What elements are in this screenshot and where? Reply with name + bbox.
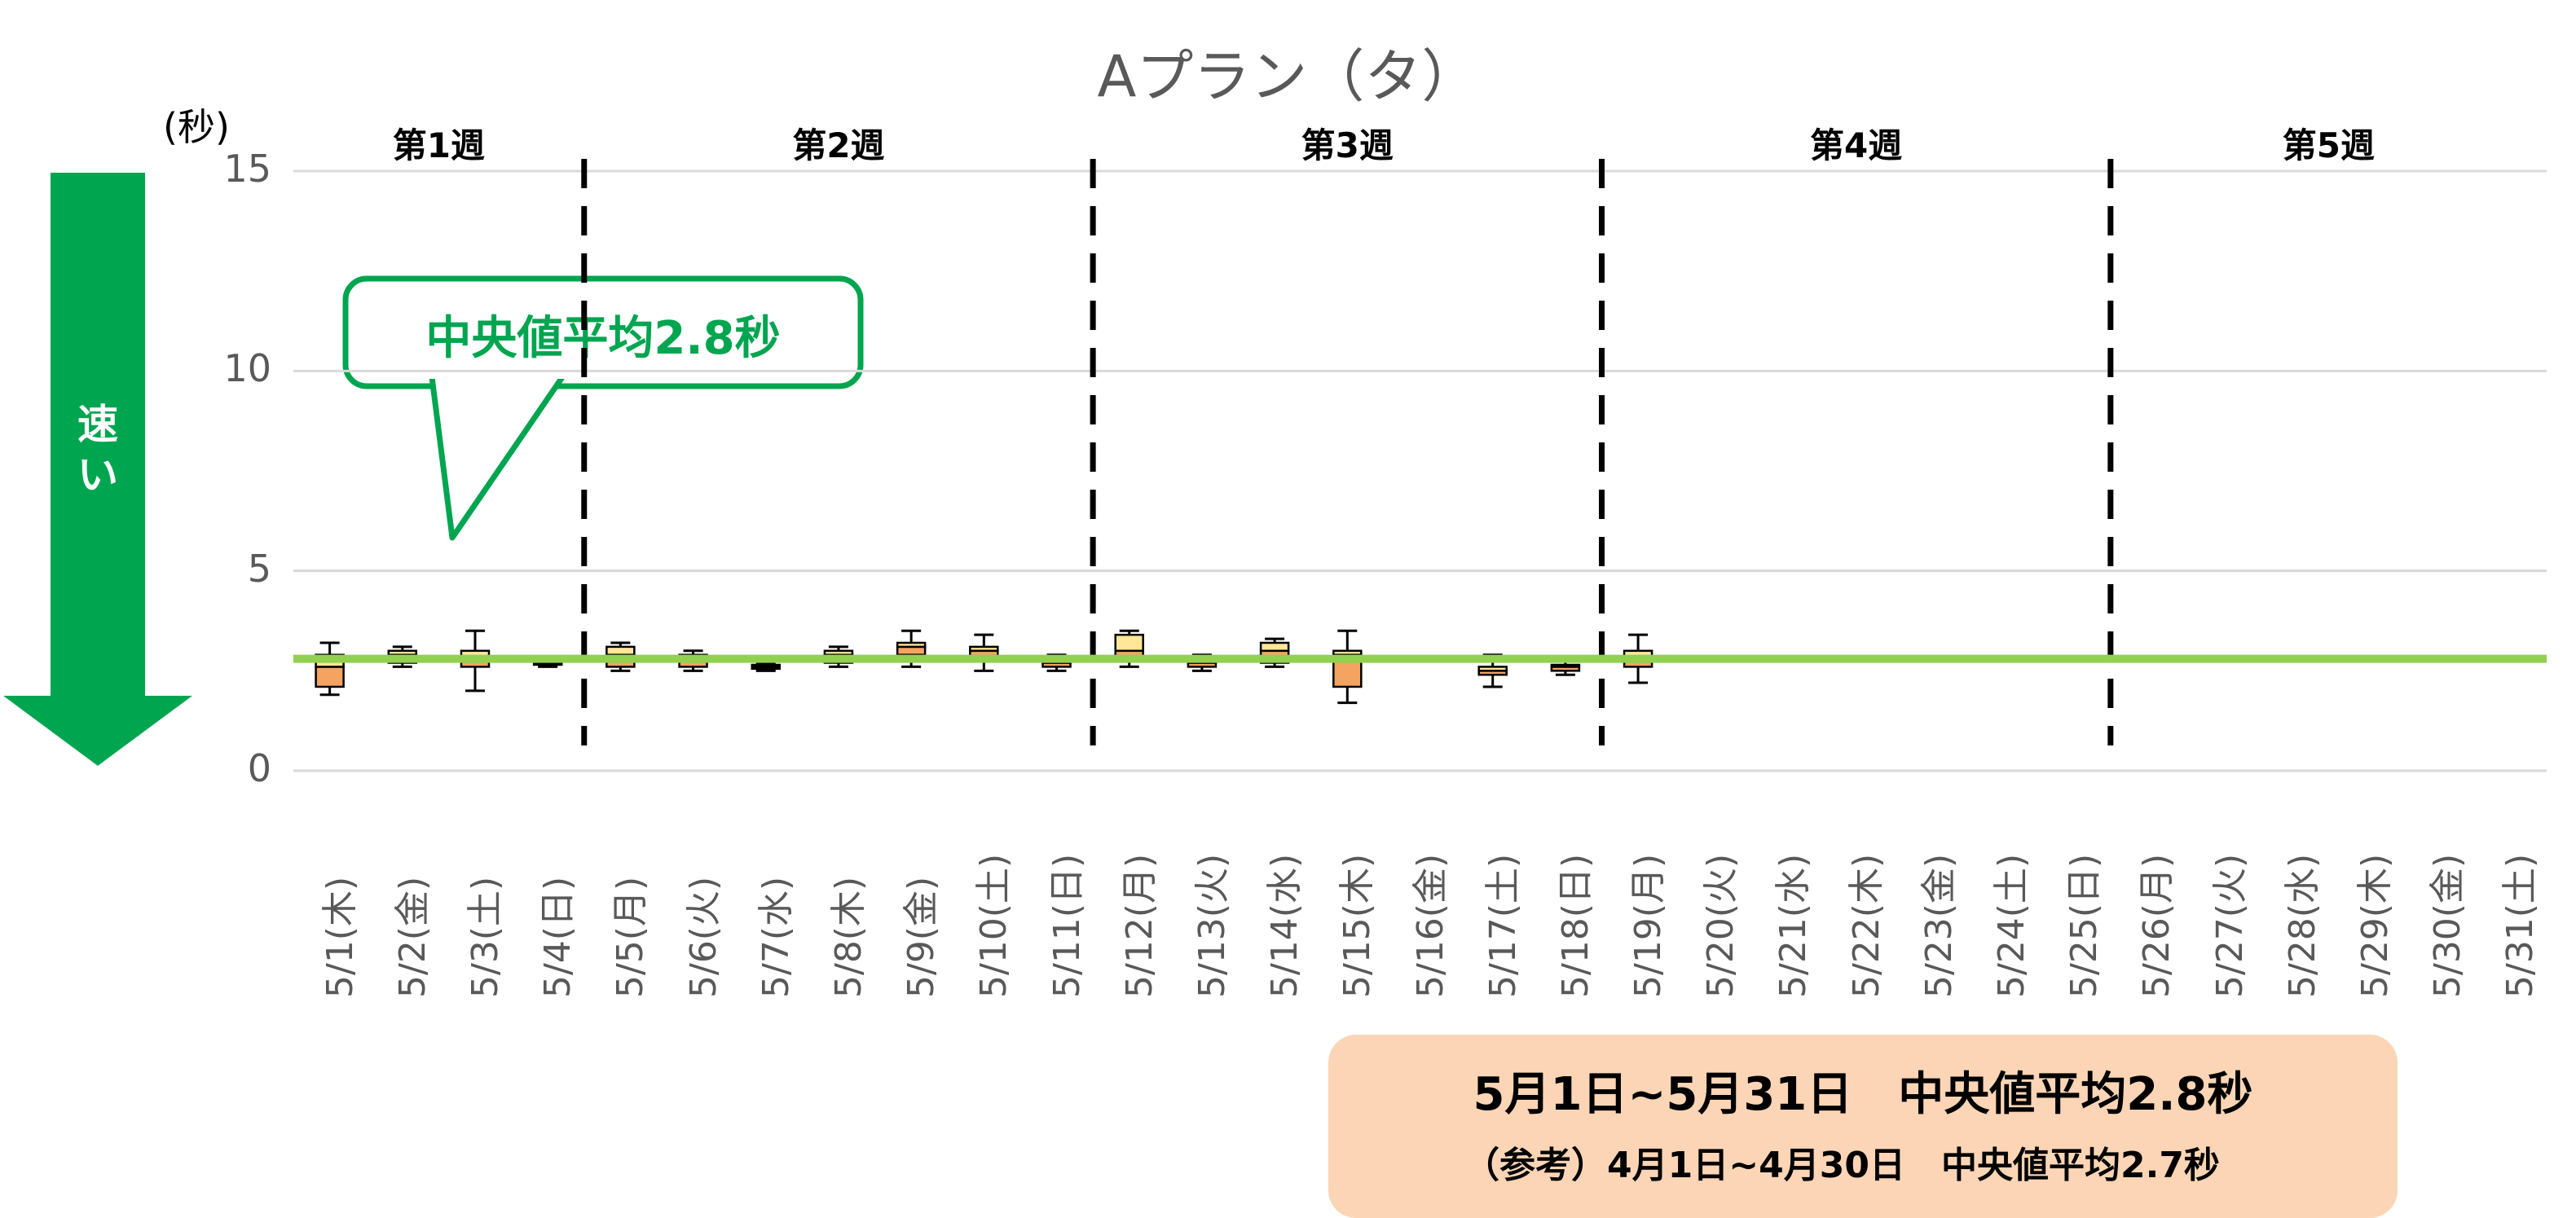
x-tick-label: 5/13(火) [1191, 853, 1233, 998]
y-tick-label: 0 [247, 746, 271, 790]
x-tick-label: 5/17(土) [1482, 853, 1524, 998]
box-upper [1332, 649, 1363, 656]
box-upper [823, 649, 854, 656]
box-upper [1114, 633, 1144, 653]
x-tick-label: 5/15(木) [1336, 853, 1379, 998]
callout-tail [429, 371, 567, 541]
box-upper [896, 641, 927, 649]
x-tick-label: 5/12(月) [1118, 853, 1160, 998]
x-tick-label: 5/24(土) [1991, 853, 2033, 998]
x-tick-label: 5/10(土) [973, 853, 1015, 998]
x-tick-label: 5/11(日) [1046, 853, 1088, 998]
x-tick-label: 5/16(金) [1409, 853, 1451, 998]
box-upper [969, 645, 999, 653]
x-tick-label: 5/14(水) [1264, 853, 1306, 998]
x-tick-label: 5/21(水) [1772, 853, 1815, 998]
x-tick-label: 5/22(木) [1845, 853, 1887, 998]
x-tick-label: 5/18(日) [1554, 853, 1596, 998]
callout-bubble [342, 275, 864, 389]
down-arrow-icon [3, 173, 192, 766]
y-tick-label: 5 [247, 546, 271, 591]
x-tick-label: 5/8(木) [827, 876, 870, 998]
chart-title: Aプラン（タ） [1097, 43, 1479, 110]
box-upper [1259, 641, 1290, 653]
callout-text: 中央値平均2.8秒 [425, 312, 781, 365]
x-tick-label: 5/29(木) [2354, 853, 2397, 998]
x-tick-label: 5/31(土) [2499, 853, 2542, 998]
week-label: 第2週 [792, 125, 885, 165]
week-label: 第5週 [2282, 125, 2376, 165]
box-upper [1477, 666, 1508, 672]
x-tick-label: 5/20(火) [1700, 853, 1742, 998]
x-tick-label: 5/27(火) [2208, 853, 2251, 998]
box-lower [315, 666, 345, 688]
box-upper [387, 649, 418, 656]
box-upper [605, 645, 636, 656]
x-tick-label: 5/6(火) [682, 876, 724, 998]
week-label: 第3週 [1301, 125, 1394, 165]
x-tick-label: 5/7(水) [755, 876, 797, 998]
x-tick-label: 5/23(金) [1918, 853, 1960, 998]
week-label: 第1週 [392, 125, 485, 165]
x-tick-label: 5/30(金) [2427, 853, 2469, 998]
summary-main-text: 5月1日~5月31日 中央値平均2.8秒 [1473, 1068, 2253, 1121]
x-tick-label: 5/26(月) [2136, 853, 2178, 998]
box-upper [751, 663, 782, 668]
faster-arrow [3, 173, 192, 766]
x-tick-label: 5/28(水) [2281, 853, 2323, 998]
x-tick-label: 5/9(金) [900, 876, 943, 998]
week-label: 第4週 [1810, 125, 1903, 165]
x-tick-label: 5/25(日) [2063, 853, 2106, 998]
box-lower [896, 645, 927, 656]
summary-box: 5月1日~5月31日 中央値平均2.8秒 （参考）4月1日~4月30日 中央値平… [1328, 1035, 2398, 1218]
x-tick-label: 5/5(月) [610, 876, 652, 998]
summary-reference-text: （参考）4月1日~4月30日 中央値平均2.7秒 [1464, 1145, 2220, 1186]
x-tick-label: 5/19(月) [1627, 853, 1670, 998]
x-tick-label: 5/1(木) [319, 876, 361, 998]
y-tick-label: 10 [223, 346, 271, 391]
box-upper [1550, 663, 1581, 668]
y-axis-unit: (秒) [163, 105, 230, 149]
x-tick-label: 5/2(金) [391, 876, 434, 998]
y-tick-label: 15 [223, 147, 271, 191]
faster-label: 速い [77, 401, 118, 499]
x-tick-label: 5/4(日) [537, 876, 579, 998]
x-tick-label: 5/3(土) [464, 876, 506, 998]
